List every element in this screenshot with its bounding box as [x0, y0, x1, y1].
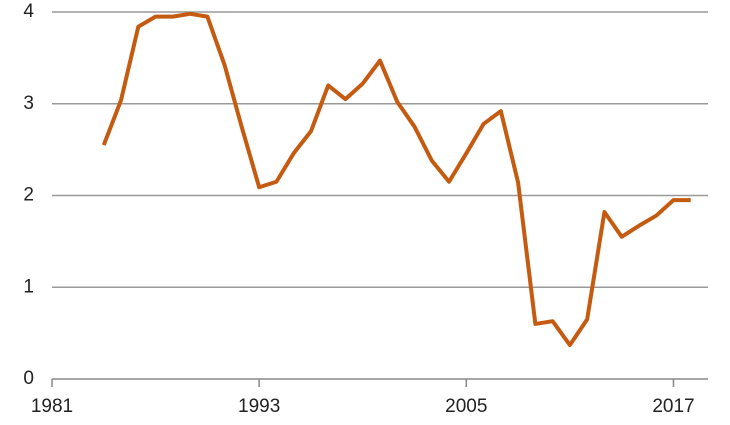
y-tick-label: 2: [23, 185, 34, 206]
y-tick-label: 3: [23, 93, 34, 114]
y-tick-label: 0: [23, 368, 34, 389]
x-tick-label: 1993: [238, 396, 280, 417]
x-tick-label: 2005: [445, 396, 487, 417]
data-line: [101, 11, 691, 348]
y-tick-label: 4: [23, 1, 34, 22]
x-tick-label: 2017: [652, 396, 694, 417]
x-tick-label: 1981: [31, 396, 73, 417]
y-tick-label: 1: [23, 276, 34, 297]
